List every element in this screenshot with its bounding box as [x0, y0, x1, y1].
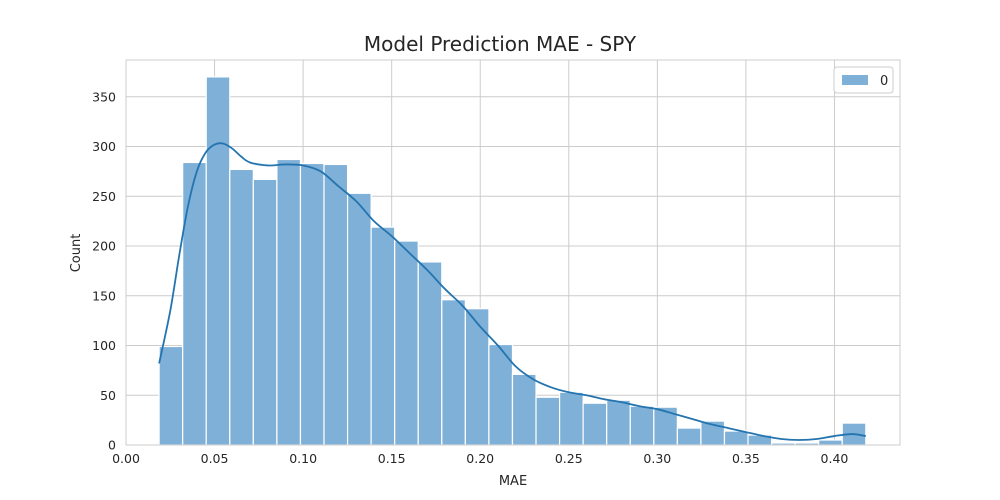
y-axis-label: Count	[69, 234, 84, 273]
y-tick-label: 100	[92, 338, 116, 353]
histogram-bar	[818, 439, 843, 446]
x-tick-labels: 0.00 0.05 0.10 0.15 0.20 0.25 0.30 0.35 0.40	[112, 451, 848, 466]
legend-label: 0	[880, 74, 888, 89]
histogram-bar	[276, 158, 302, 446]
histogram-bar	[676, 427, 702, 446]
histogram-bar	[205, 76, 231, 446]
histogram-bar	[629, 405, 655, 446]
x-tick-label: 0.00	[112, 451, 140, 466]
histogram-bar	[182, 161, 207, 446]
histogram-bar	[323, 163, 349, 446]
histogram-bar	[606, 399, 631, 446]
x-tick-label: 0.40	[821, 451, 849, 466]
x-tick-label: 0.30	[643, 451, 671, 466]
histogram-bar	[582, 402, 608, 446]
x-axis-label: MAE	[499, 474, 527, 489]
kde-curve	[158, 142, 866, 441]
y-tick-label: 0	[108, 438, 116, 453]
y-tick-label: 300	[92, 139, 116, 154]
y-tick-label: 150	[92, 288, 116, 303]
histogram-bar	[723, 430, 749, 446]
kde-curve-group	[158, 142, 866, 441]
histogram-bar	[158, 345, 184, 446]
histogram-bar	[370, 226, 396, 446]
y-tick-label: 50	[100, 388, 116, 403]
histogram-bars	[158, 76, 867, 446]
x-tick-label: 0.35	[732, 451, 760, 466]
histogram-bar	[558, 391, 584, 446]
y-tick-label: 250	[92, 189, 116, 204]
histogram-bar	[535, 396, 561, 446]
histogram-bar	[417, 261, 443, 446]
histogram-bar	[346, 192, 372, 446]
histogram-bar	[252, 178, 278, 446]
legend-swatch	[842, 75, 868, 85]
y-tick-label: 200	[92, 239, 116, 254]
x-tick-label: 0.05	[201, 451, 229, 466]
histogram-bar	[299, 162, 325, 446]
y-tick-label: 350	[92, 89, 116, 104]
histogram-bar	[653, 406, 678, 446]
x-tick-label: 0.25	[555, 451, 583, 466]
chart-title: Model Prediction MAE - SPY	[363, 32, 637, 56]
x-tick-label: 0.10	[289, 451, 317, 466]
plot-frame	[125, 59, 901, 446]
histogram-bar	[511, 373, 537, 446]
x-tick-label: 0.20	[466, 451, 494, 466]
x-tick-label: 0.15	[378, 451, 406, 466]
y-tick-labels: 0 50 100 150 200 250 300 350	[92, 89, 116, 452]
histogram-bar	[441, 299, 466, 446]
histogram-bar	[229, 168, 254, 446]
legend: 0	[833, 66, 894, 94]
histogram-bar	[464, 308, 490, 446]
histogram-bar	[394, 240, 419, 446]
